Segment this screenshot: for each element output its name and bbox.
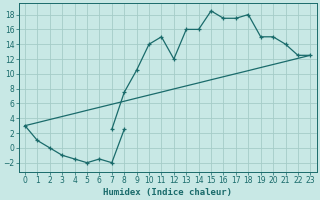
- X-axis label: Humidex (Indice chaleur): Humidex (Indice chaleur): [103, 188, 232, 197]
